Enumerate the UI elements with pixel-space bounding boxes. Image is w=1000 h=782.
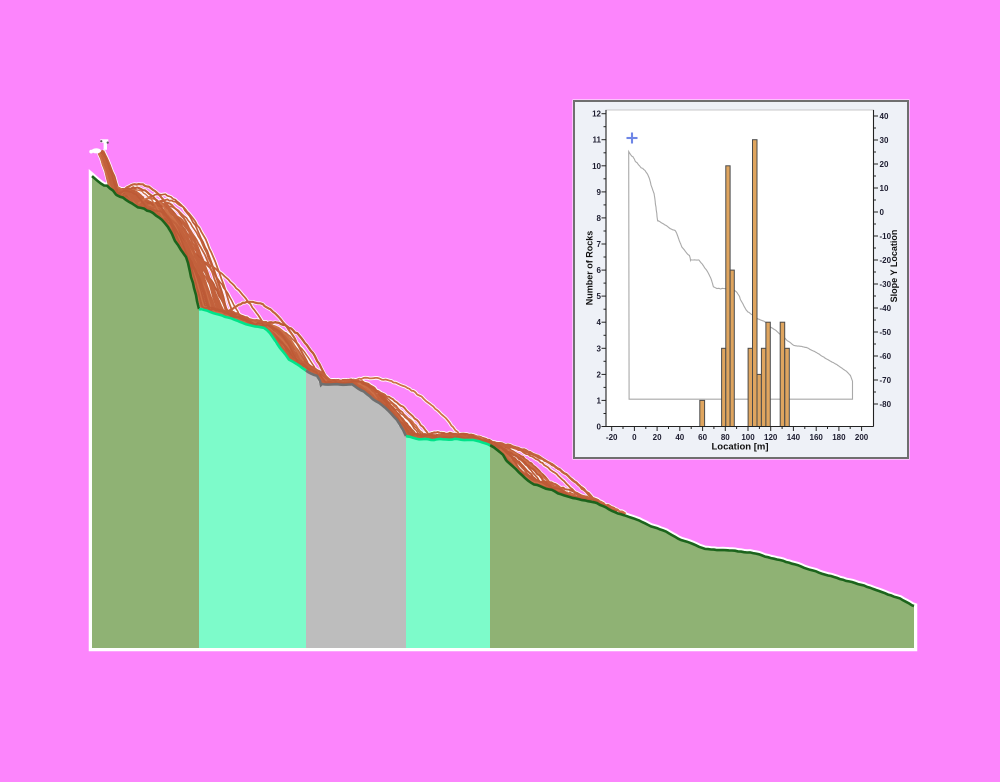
svg-text:20: 20 bbox=[653, 433, 662, 442]
svg-text:30: 30 bbox=[880, 136, 889, 145]
svg-text:100: 100 bbox=[741, 433, 755, 442]
svg-text:11: 11 bbox=[593, 136, 602, 145]
svg-text:160: 160 bbox=[810, 433, 824, 442]
svg-text:20: 20 bbox=[880, 160, 889, 169]
svg-text:Slope Y Location: Slope Y Location bbox=[889, 230, 899, 303]
svg-text:200: 200 bbox=[855, 433, 869, 442]
svg-text:-20: -20 bbox=[606, 433, 618, 442]
svg-text:40: 40 bbox=[880, 112, 889, 121]
svg-text:1: 1 bbox=[597, 396, 602, 405]
svg-text:0: 0 bbox=[632, 433, 637, 442]
svg-text:120: 120 bbox=[764, 433, 778, 442]
svg-text:9: 9 bbox=[597, 188, 602, 197]
svg-text:-30: -30 bbox=[880, 280, 892, 289]
svg-text:-50: -50 bbox=[880, 328, 892, 337]
svg-text:60: 60 bbox=[698, 433, 707, 442]
svg-text:140: 140 bbox=[787, 433, 801, 442]
svg-text:-20: -20 bbox=[880, 256, 892, 265]
svg-text:7: 7 bbox=[597, 240, 602, 249]
svg-text:80: 80 bbox=[721, 433, 730, 442]
svg-text:Location [m]: Location [m] bbox=[712, 442, 769, 453]
svg-text:-10: -10 bbox=[880, 232, 892, 241]
svg-text:3: 3 bbox=[597, 344, 602, 353]
svg-text:4: 4 bbox=[597, 318, 602, 327]
svg-text:-80: -80 bbox=[880, 400, 892, 409]
svg-text:5: 5 bbox=[597, 292, 602, 301]
svg-text:0: 0 bbox=[880, 208, 885, 217]
svg-text:180: 180 bbox=[832, 433, 846, 442]
svg-text:8: 8 bbox=[597, 214, 602, 223]
svg-text:10: 10 bbox=[880, 184, 889, 193]
svg-text:2: 2 bbox=[597, 370, 602, 379]
svg-text:Number of Rocks: Number of Rocks bbox=[585, 231, 595, 306]
svg-text:6: 6 bbox=[597, 266, 602, 275]
svg-text:-40: -40 bbox=[880, 304, 892, 313]
svg-text:10: 10 bbox=[592, 162, 601, 171]
svg-text:-70: -70 bbox=[880, 376, 892, 385]
svg-text:12: 12 bbox=[592, 110, 601, 119]
svg-text:-60: -60 bbox=[880, 352, 892, 361]
svg-text:40: 40 bbox=[675, 433, 684, 442]
svg-text:0: 0 bbox=[597, 423, 602, 432]
